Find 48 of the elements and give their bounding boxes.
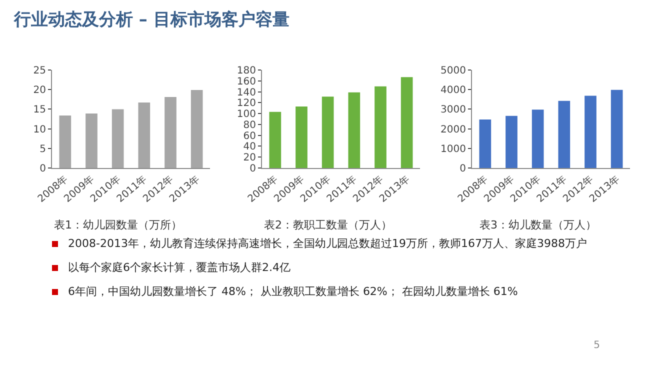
y-tick-label: 1000 bbox=[440, 144, 466, 155]
text: 6年间，中国幼儿园数量增长了 48%； 从业教职工数量增长 62%； 在园幼儿数量增长 61% bbox=[68, 284, 518, 299]
text: 行业动态及分析 – 目标市场客户容量 bbox=[14, 9, 290, 31]
bar bbox=[532, 110, 544, 168]
text: 表1：幼儿园数量（万所） bbox=[54, 218, 182, 232]
bar bbox=[296, 106, 308, 168]
y-tick-label: 0 bbox=[40, 164, 46, 174]
y-tick-label: 20 bbox=[33, 85, 46, 96]
y-tick-label: 5 bbox=[40, 144, 46, 155]
y-tick-label: 60 bbox=[243, 130, 256, 142]
bar bbox=[86, 114, 98, 168]
y-tick-label: 0 bbox=[250, 164, 256, 174]
y-tick-label: 20 bbox=[243, 152, 256, 164]
y-tick-label: 2000 bbox=[440, 124, 466, 136]
bar bbox=[374, 86, 386, 168]
bar bbox=[164, 97, 176, 168]
bar bbox=[138, 102, 150, 168]
y-tick-label: 80 bbox=[243, 120, 256, 131]
text: 表2：教职工数量（万人） bbox=[264, 218, 392, 232]
bar bbox=[479, 119, 492, 168]
text: 5 bbox=[594, 340, 600, 351]
bar bbox=[322, 96, 334, 168]
bar bbox=[558, 100, 570, 168]
y-tick-label: 0 bbox=[460, 164, 466, 174]
y-tick-label: 5000 bbox=[440, 66, 466, 76]
y-tick-label: 100 bbox=[236, 109, 256, 120]
text: 表3：幼儿数量（万人） bbox=[480, 218, 596, 232]
bar bbox=[400, 77, 413, 168]
bar bbox=[112, 109, 124, 168]
y-tick-label: 120 bbox=[236, 98, 256, 110]
bar bbox=[584, 96, 596, 168]
y-tick-label: 160 bbox=[236, 76, 256, 88]
y-tick-label: 15 bbox=[33, 104, 46, 116]
text: 2008-2013年，幼儿教育连续保持高速增长，全国幼儿园总数超过19万所，教师167万人、家庭3988万户 bbox=[68, 236, 587, 251]
bar bbox=[610, 90, 623, 168]
y-tick-label: 3000 bbox=[440, 104, 466, 116]
y-tick-label: 25 bbox=[33, 66, 46, 76]
bar bbox=[348, 92, 360, 168]
y-tick-label: 40 bbox=[243, 142, 256, 153]
y-tick-label: 180 bbox=[236, 66, 256, 76]
y-tick-label: 4000 bbox=[440, 85, 466, 96]
bar bbox=[190, 90, 203, 168]
bar bbox=[59, 115, 72, 168]
text: 以每个家庭6个家长计算，覆盖市场人群2.4亿 bbox=[68, 260, 290, 275]
bar bbox=[506, 116, 518, 168]
y-tick-label: 140 bbox=[236, 87, 256, 98]
y-tick-label: 10 bbox=[33, 124, 46, 136]
bar bbox=[269, 112, 282, 168]
